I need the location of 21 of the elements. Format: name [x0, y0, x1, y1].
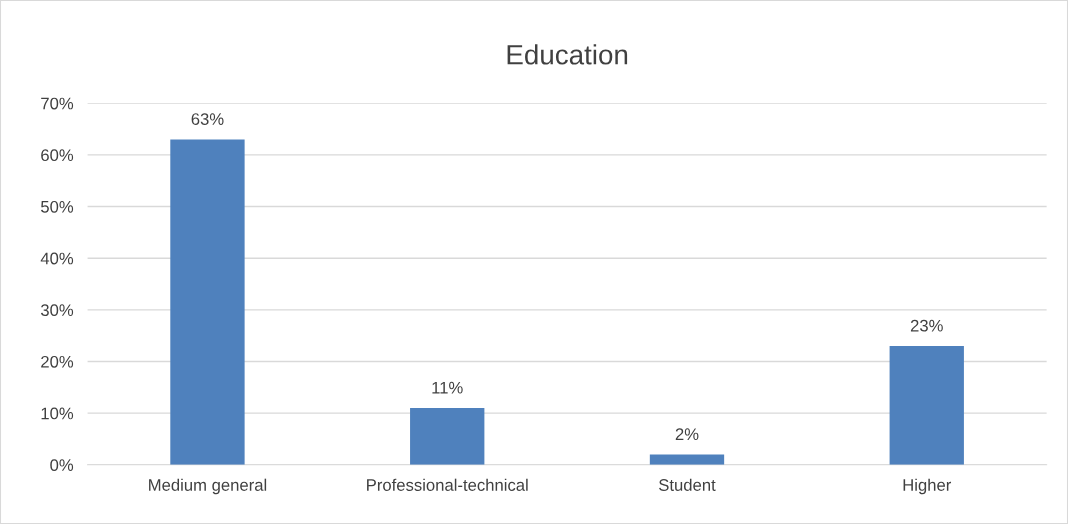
data-label: 2%	[675, 428, 699, 440]
chart-title: Education	[507, 44, 628, 65]
x-tick-label: Student	[659, 478, 716, 491]
x-tick-label: Higher	[903, 478, 952, 495]
data-label: 11%	[432, 381, 463, 394]
y-tick-label: 30%	[40, 304, 74, 317]
bar	[410, 407, 485, 465]
x-tick-label: Medium general	[149, 478, 267, 495]
y-tick-label: 0%	[50, 459, 74, 471]
y-tick-label: 10%	[41, 407, 74, 420]
bar	[889, 345, 964, 465]
y-tick-label: 70%	[41, 97, 74, 110]
x-tick-label: Professional-technical	[367, 478, 528, 491]
data-label: 23%	[910, 319, 943, 332]
bar	[649, 454, 725, 465]
y-tick-label: 40%	[40, 252, 74, 265]
y-tick-label: 20%	[41, 355, 74, 368]
data-label: 63%	[191, 113, 224, 125]
y-tick-label: 50%	[41, 200, 74, 213]
bar	[170, 139, 245, 465]
y-tick-label: 60%	[41, 149, 74, 162]
